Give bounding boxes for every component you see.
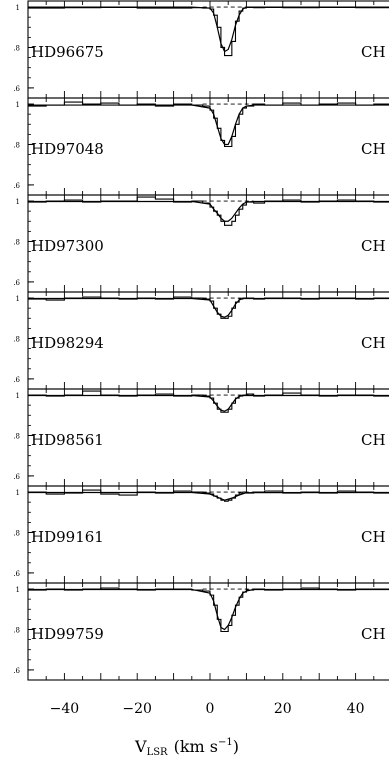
species-label: CH [361,237,386,255]
y-tick-label: .8 [13,44,20,52]
star-label: HD96675 [31,43,104,61]
panel-HD98561: .6 .8 1 HD98561 CH [13,388,389,487]
observed-spectrum [28,489,389,502]
y-tick-label: .8 [13,335,20,343]
species-label: CH [361,334,386,352]
x-tick-label: 40 [347,701,365,717]
y-tick-label: 1 [16,198,20,206]
panel-HD97048: .6 .8 1 HD97048 CH [13,97,389,196]
y-tick-label: 1 [16,489,20,497]
star-label: HD99161 [31,528,104,546]
y-tick-label: .8 [13,626,20,634]
panel-HD96675: .6 .8 1 HD96675 CH [13,0,389,99]
x-tick-label: −40 [50,701,80,717]
x-axis-label: VLSR (km s−1) [134,737,239,758]
star-label: HD98561 [31,431,104,449]
species-label: CH [361,625,386,643]
y-tick-label: .6 [13,182,20,190]
model-fit [28,297,389,318]
species-label: CH [361,528,386,546]
panel-HD99161: .6 .8 1 HD99161 CH [13,485,389,584]
species-label: CH [361,43,386,61]
star-label: HD97048 [31,140,104,158]
y-tick-label: .8 [13,238,20,246]
y-tick-label: 1 [16,586,20,594]
model-fit [28,200,389,222]
star-label: HD97300 [31,237,104,255]
observed-spectrum [28,390,389,413]
x-tick-label: 20 [274,701,292,717]
y-tick-label: 1 [16,295,20,303]
model-fit [28,104,389,146]
y-tick-label: .6 [13,473,20,481]
model-fit [28,588,389,631]
y-tick-label: 1 [16,4,20,12]
y-tick-label: .6 [13,279,20,287]
y-tick-label: .6 [13,570,20,578]
model-fit [28,6,389,53]
x-tick-labels: −40 −20 0 20 40 [50,701,365,717]
model-fit [28,491,389,501]
y-tick-label: .6 [13,376,20,384]
panel-HD98294: .6 .8 1 HD98294 CH [13,291,389,390]
x-tick-label: 0 [206,701,215,717]
panel-HD99759: .6 .8 1 HD99759 CH [13,582,389,681]
model-fit [28,394,389,412]
y-tick-label: .8 [13,432,20,440]
y-tick-label: .6 [13,667,20,675]
x-tick-label: −20 [122,701,152,717]
species-label: CH [361,140,386,158]
panel-HD97300: .6 .8 1 HD97300 CH [13,194,389,293]
y-tick-label: .6 [13,85,20,93]
star-label: HD98294 [31,334,104,352]
y-tick-label: 1 [16,101,20,109]
species-label: CH [361,431,386,449]
y-tick-label: .8 [13,141,20,149]
y-tick-label: 1 [16,392,20,400]
star-label: HD99759 [31,625,104,643]
observed-spectrum [28,101,389,148]
y-tick-label: .8 [13,529,20,537]
panels-group: .6 .8 1 HD96675 CH .6 .8 1 HD97048 CH .6 .8 1 HD97300… [13,0,389,681]
